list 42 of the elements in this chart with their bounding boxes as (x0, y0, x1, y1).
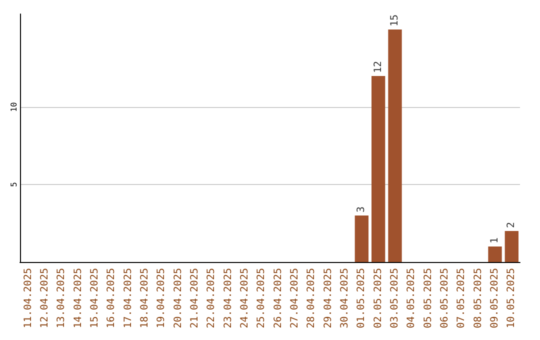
data-label: 1 (490, 237, 500, 244)
x-tick-label: 08.05.2025 (472, 268, 484, 328)
data-label: 12 (372, 60, 384, 73)
x-tick-label: 06.05.2025 (440, 268, 450, 328)
x-tick-label: 21.04.2025 (190, 268, 200, 328)
bar (488, 246, 502, 262)
x-tick-label: 18.04.2025 (140, 268, 150, 328)
x-tick-label: 17.04.2025 (122, 268, 134, 328)
bar (388, 30, 402, 262)
x-tick-label: 07.05.2025 (456, 268, 468, 328)
data-label: 3 (356, 206, 368, 212)
x-tick-label: 28.04.2025 (306, 268, 318, 328)
y-tick-label: 10 (10, 102, 18, 112)
x-tick-label: 24.04.2025 (240, 268, 250, 328)
x-tick-label: 04.05.2025 (406, 268, 418, 328)
x-tick-label: 26.04.2025 (272, 268, 284, 328)
data-label: 2 (506, 222, 518, 228)
x-tick-label: 19.04.2025 (156, 268, 168, 328)
x-tick-label: 03.05.2025 (390, 268, 400, 328)
x-tick-label: 20.04.2025 (172, 268, 184, 328)
bar (372, 76, 386, 262)
x-tick-label: 15.04.2025 (90, 268, 100, 328)
x-tick-label: 13.04.2025 (56, 268, 68, 328)
x-tick-label: 01.05.2025 (356, 268, 368, 328)
x-tick-label: 27.04.2025 (290, 268, 300, 328)
x-tick-label: 29.04.2025 (322, 268, 334, 328)
x-tick-label: 02.05.2025 (372, 268, 384, 328)
x-tick-label: 23.04.2025 (222, 268, 234, 328)
x-tick-label: 16.04.2025 (106, 268, 118, 328)
x-tick-label: 05.05.2025 (422, 268, 434, 328)
bar (504, 231, 518, 262)
y-tick-label: 5 (10, 182, 18, 187)
x-tick-label: 11.04.2025 (22, 268, 34, 328)
x-tick-label: 10.05.2025 (506, 268, 518, 328)
x-tick-label: 09.05.2025 (490, 268, 500, 328)
x-tick-label: 22.04.2025 (206, 268, 218, 328)
x-tick-label: 12.04.2025 (40, 268, 50, 328)
data-label: 15 (390, 14, 400, 26)
x-tick-label: 30.04.2025 (340, 268, 350, 328)
bar (354, 216, 368, 262)
x-tick-label: 25.04.2025 (256, 268, 268, 328)
x-tick-label: 14.04.2025 (72, 268, 84, 328)
